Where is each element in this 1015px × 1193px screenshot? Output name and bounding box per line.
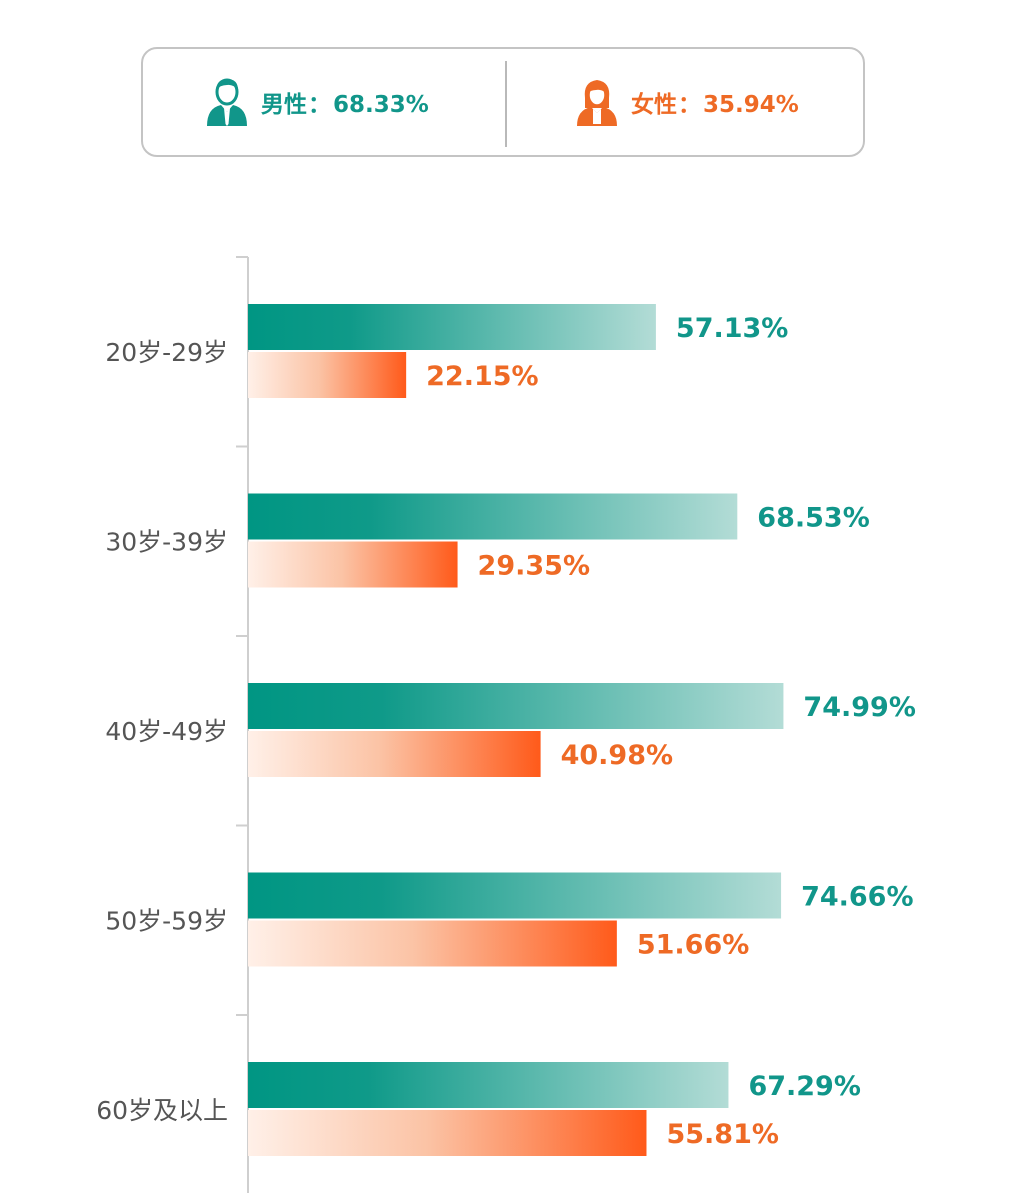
data-label-male: 74.99%	[803, 692, 915, 723]
bar-female	[248, 920, 617, 967]
legend-female-value: 35.94%	[703, 92, 799, 118]
bar-female	[248, 1110, 647, 1156]
data-label-male: 68.53%	[757, 503, 869, 534]
legend-male-label: 男性	[261, 92, 307, 118]
bar-female	[248, 731, 541, 777]
legend-box: 男性：68.33% 女性：35.94%	[141, 47, 865, 157]
legend-divider	[505, 61, 507, 147]
data-label-female: 29.35%	[478, 551, 590, 582]
data-label-female: 40.98%	[561, 740, 673, 771]
data-label-male: 57.13%	[676, 313, 788, 344]
bar-male	[248, 872, 782, 919]
category-label: 60岁及以上	[96, 1096, 228, 1125]
legend-item-female: 女性：35.94%	[575, 49, 799, 155]
category-label: 20岁-29岁	[105, 338, 228, 367]
data-label-female: 51.66%	[637, 930, 749, 961]
data-label-male: 67.29%	[748, 1071, 860, 1102]
bar-male	[248, 493, 738, 540]
data-label-female: 22.15%	[426, 361, 538, 392]
data-label-male: 74.66%	[801, 882, 913, 913]
legend-item-male: 男性：68.33%	[205, 49, 429, 155]
female-user-icon	[575, 78, 619, 126]
bar-female	[248, 352, 407, 398]
category-label: 30岁-39岁	[105, 528, 228, 557]
legend-male-separator: ：	[308, 92, 331, 118]
legend-female-separator: ：	[678, 92, 701, 118]
male-user-icon	[205, 78, 249, 126]
data-label-female: 55.81%	[666, 1119, 778, 1150]
bar-male	[248, 304, 656, 350]
category-label: 40岁-49岁	[105, 717, 228, 746]
legend-male-value: 68.33%	[333, 92, 429, 118]
bar-male	[248, 1062, 729, 1108]
category-label: 50岁-59岁	[105, 907, 228, 936]
bar-male	[248, 683, 784, 729]
legend-female-label: 女性	[631, 92, 677, 118]
bar-female	[248, 541, 458, 588]
